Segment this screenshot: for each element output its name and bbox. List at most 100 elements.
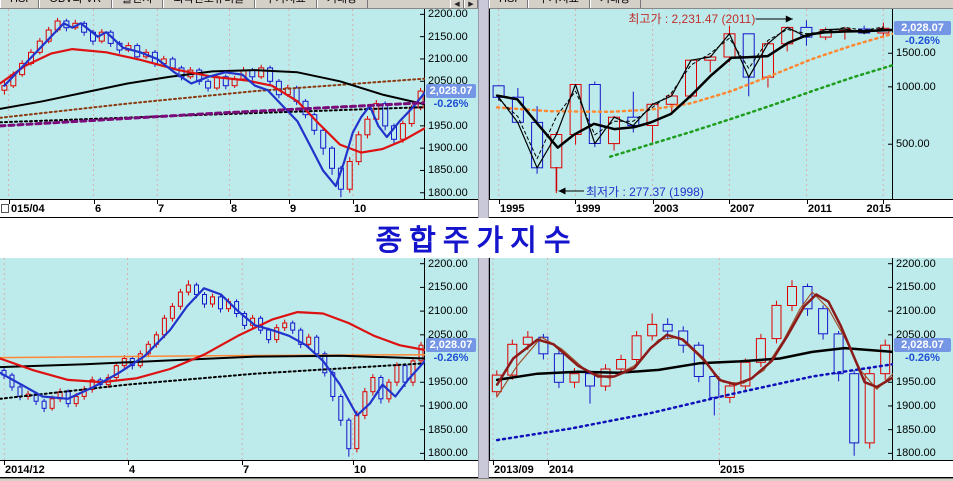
candle (399, 120, 406, 143)
tab-주가지표[interactable]: 주가지표 (528, 0, 590, 8)
price-marker: 2,028.07 -0.26% (426, 84, 476, 111)
candle (742, 33, 755, 97)
chart-weekly-2013-2015[interactable] (489, 258, 893, 460)
candle (185, 280, 191, 296)
candle (329, 145, 335, 175)
scroll-left-icon[interactable]: ◀ (450, 0, 464, 8)
candle (57, 388, 63, 403)
tab-외국인보유비율[interactable]: 외국인보유비율 (163, 0, 256, 8)
ma-red (0, 310, 425, 384)
candle (113, 362, 119, 381)
tab-label: OBV와 VR (49, 0, 101, 7)
x-tick-mark (575, 200, 576, 204)
y-tick-label: 1850.00 (896, 424, 936, 436)
candle (418, 341, 424, 365)
panel-divider-bottom[interactable] (478, 258, 489, 478)
tab-label: 주가지표 (265, 0, 305, 7)
ma-dotted-black (0, 362, 425, 400)
y-tick-label: 1950.00 (428, 120, 468, 132)
candle (274, 324, 280, 343)
candle (125, 42, 132, 53)
x-tick-label: 6 (95, 203, 102, 215)
candle (218, 294, 223, 313)
tab-label: 주가지표 (538, 0, 578, 7)
ma-orange-thin (0, 353, 425, 359)
arrowhead-icon (785, 15, 793, 23)
tab-label: HSI (10, 0, 28, 7)
candle (205, 79, 212, 92)
ma-thick-black (495, 28, 893, 149)
price-marker-change: -0.26% (426, 352, 476, 365)
chart-daily-2015[interactable] (0, 9, 425, 199)
y-tick-label: 2100.00 (428, 305, 468, 317)
tab-label: 거래량 (327, 0, 357, 7)
ma-dashed-purple (0, 101, 425, 128)
tab-label: HSI (499, 0, 517, 7)
y-tick-label: 2150.00 (428, 31, 468, 43)
y-tick-label: 1800.00 (896, 447, 936, 459)
candle (531, 106, 544, 174)
yearly-long-term-canvas: 최고가 : 2,231.47 (2011) 최저가 : 277.37 (1998) (489, 9, 893, 199)
price-marker-value: 2,028.07 (894, 21, 951, 35)
y-tick-label: 1850.00 (428, 164, 468, 176)
y-tick-label: 2100.00 (428, 53, 468, 65)
x-tick-label: 7 (243, 464, 250, 476)
ma-dotted-brown (0, 77, 425, 119)
candle (202, 292, 207, 308)
candle (585, 370, 595, 404)
tab-거래량[interactable]: 거래량 (589, 0, 642, 8)
price-marker: 2,028.07 -0.26% (894, 21, 951, 48)
candle (346, 417, 352, 457)
candle (196, 67, 203, 85)
x-tick-mark (729, 200, 730, 204)
candle (370, 374, 376, 396)
tab-HSI[interactable]: HSI (489, 0, 529, 8)
ma-maroon (495, 293, 893, 389)
chart-daily-2014-2015[interactable] (0, 258, 425, 460)
candle (298, 327, 304, 349)
y-tick-label: 1900.00 (428, 400, 468, 412)
candle (588, 81, 601, 148)
tab-주가지표[interactable]: 주가지표 (255, 0, 317, 8)
candle (231, 75, 238, 88)
tab-label: 외국인보유비율 (173, 0, 244, 7)
y-axis-top-left: 2,028.07 -0.26% 2200.00 2150.00 2100.00 205… (425, 8, 478, 199)
candle (864, 368, 875, 449)
x-axis-bottom-right: 2013/09 2014 2015 (489, 460, 953, 478)
x-tick-label: 2015 (720, 464, 745, 476)
x-tick-mark (807, 200, 808, 204)
y-tick-label: 2150.00 (896, 281, 936, 293)
x-tick-mark (719, 461, 720, 465)
chart-yearly-long-term[interactable]: 최고가 : 2,231.47 (2011) 최저가 : 277.37 (1998) (489, 9, 893, 199)
y-tick-label: 1850.00 (428, 424, 468, 436)
candle (169, 303, 175, 322)
page-title: 종합주가지수 (375, 223, 578, 257)
tab-OBV와 VR[interactable]: OBV와 VR (39, 0, 113, 8)
tab-거래량[interactable]: 거래량 (316, 0, 369, 8)
candle (818, 305, 829, 340)
tab-볼린저[interactable]: 볼린저 (112, 0, 164, 8)
candle (553, 349, 564, 388)
candle (9, 372, 15, 391)
x-tick-mark (289, 200, 290, 204)
x-tick-label: 1999 (576, 203, 601, 215)
candle (771, 300, 782, 344)
chart-annotation: 최저가 : 277.37 (1998) (586, 185, 704, 199)
ma-dotted-blue (495, 362, 893, 442)
candle (724, 381, 735, 404)
ma-fast-blue (0, 287, 425, 417)
candle (242, 311, 248, 330)
y-tick-label: 1900.00 (428, 142, 468, 154)
x-tick-mark (883, 200, 884, 204)
tab-HSI[interactable]: HSI (0, 0, 40, 8)
panel-divider-top[interactable] (478, 0, 489, 218)
x-tick-label: 2007 (730, 203, 755, 215)
y-axis-bottom-left: 2,028.07 -0.26% 2200.00 2150.00 2100.00 205… (425, 258, 478, 460)
scroll-right-icon[interactable]: ▶ (464, 0, 478, 8)
candle (755, 333, 766, 368)
arrowhead-icon (558, 187, 566, 195)
x-tick-label: 2014 (549, 464, 574, 476)
price-marker-value: 2,028.07 (894, 338, 951, 352)
y-tick-label: 1800.00 (428, 187, 468, 199)
